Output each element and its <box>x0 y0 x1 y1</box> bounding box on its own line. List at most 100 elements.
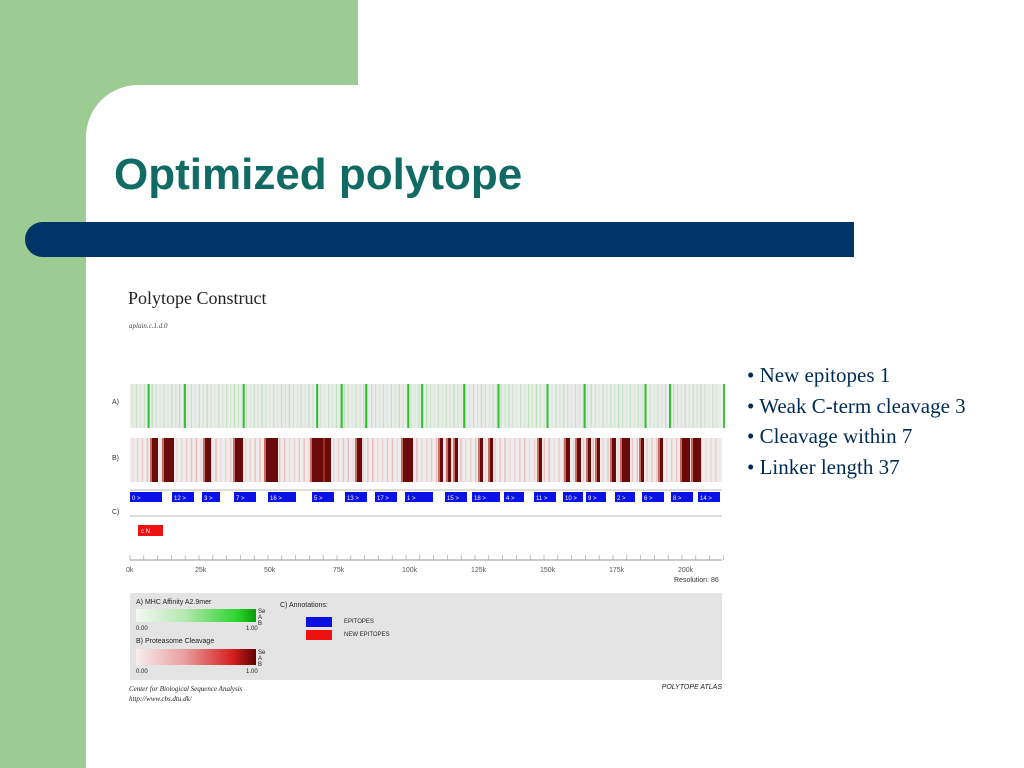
mhc-track-stripe <box>508 384 510 428</box>
mhc-track-stripe <box>269 384 271 428</box>
axis-tick-label: 175k <box>609 567 625 574</box>
mhc-track-stripe <box>555 384 557 428</box>
accent-bar <box>25 222 854 257</box>
mhc-track-stripe <box>284 384 287 428</box>
cleavage-edge <box>488 438 490 482</box>
epitope-block <box>534 492 556 502</box>
mhc-track-stripe <box>249 384 251 428</box>
cleavage-track-stripe <box>210 438 212 482</box>
cleavage-track-stripe <box>254 438 256 482</box>
mhc-track-stripe <box>151 384 153 428</box>
mhc-track-stripe <box>410 384 412 428</box>
mhc-track-stripe <box>253 384 255 428</box>
cleavage-track-stripe <box>548 438 550 482</box>
cleavage-track-stripe <box>524 438 526 482</box>
epitope-block <box>312 492 334 502</box>
cleavage-track-stripe <box>509 438 511 482</box>
mhc-track-stripe <box>649 384 651 428</box>
epitope-block <box>445 492 467 502</box>
epitope-block <box>345 492 367 502</box>
mhc-track-stripe <box>500 384 502 428</box>
cleavage-peak <box>480 438 483 482</box>
cleavage-gradient <box>136 649 256 665</box>
mhc-track-stripe <box>622 384 624 428</box>
cleavage-peak <box>440 438 443 482</box>
cleavage-track-stripe <box>141 438 144 482</box>
cleavage-track-stripe <box>651 438 653 482</box>
cleavage-track-stripe <box>558 438 560 482</box>
cleavage-track-stripe <box>563 438 565 482</box>
cleavage-peak <box>403 438 413 482</box>
cleavage-edge <box>453 438 455 482</box>
mhc-track-stripe <box>241 384 243 428</box>
cleavage-track-stripe <box>259 438 261 482</box>
mhc-track-stripe <box>563 384 565 428</box>
row-label-c: C) <box>112 509 120 516</box>
cleavage-track-stripe <box>220 438 222 482</box>
cleavage-track-stripe <box>465 438 467 482</box>
mhc-track-stripe <box>457 384 459 428</box>
cleavage-track-stripe <box>391 438 394 482</box>
mhc-track-stripe <box>680 384 682 428</box>
epitope-label: 5 > <box>314 496 323 502</box>
cleavage-track-stripe <box>377 438 379 482</box>
mhc-track-stripe <box>233 384 236 428</box>
cleavage-peak <box>641 438 644 482</box>
cleavage-peak <box>312 438 326 482</box>
bullet-item: • Cleavage within 7 <box>747 424 913 448</box>
cleavage-track-stripe <box>421 438 423 482</box>
mhc-track-stripe <box>618 384 620 428</box>
mhc-track-stripe <box>273 384 275 428</box>
cleavage-track-stripe <box>195 438 198 482</box>
mhc-track-stripe <box>708 384 710 428</box>
figure-subtitle: aplain.c.1.d.0 <box>129 322 168 330</box>
mhc-track-stripe <box>559 384 561 428</box>
cleavage-track-stripe <box>185 438 188 482</box>
mhc-track-stripe <box>477 384 479 428</box>
epitope-label: 11 > <box>536 496 548 502</box>
mhc-legend-title: A) MHC Affinity A2.9mer <box>136 599 212 606</box>
mhc-peak <box>316 384 319 428</box>
mhc-peak <box>497 384 500 428</box>
epitope-label: 16 > <box>270 496 282 502</box>
mhc-track-stripe <box>641 384 643 428</box>
mhc-track-stripe <box>390 384 392 428</box>
epitope-block <box>234 492 256 502</box>
cleavage-track-stripe <box>631 438 634 482</box>
cleavage-track-stripe <box>298 438 300 482</box>
mhc-track-stripe <box>194 384 196 428</box>
mhc-track-stripe <box>488 384 490 428</box>
cleavage-track-stripe <box>607 438 609 482</box>
mhc-track-stripe <box>371 384 373 428</box>
mhc-track-stripe <box>155 384 157 428</box>
cleavage-side-label: Se A B <box>258 650 266 668</box>
footer-credit: Center for Biological Sequence Analysis … <box>129 684 242 704</box>
figure-title: Polytope Construct <box>128 288 267 308</box>
cleavage-track-stripe <box>367 438 369 482</box>
mhc-peak <box>546 384 549 428</box>
cleavage-edge <box>233 438 235 482</box>
cleavage-track-stripe <box>342 438 345 482</box>
cleavage-track-stripe <box>283 438 286 482</box>
cleavage-edge <box>639 438 641 482</box>
mhc-track-stripe <box>175 384 177 428</box>
mhc-track-stripe <box>461 384 463 428</box>
cleavage-track-stripe <box>675 438 678 482</box>
epitope-block <box>615 492 635 502</box>
mhc-track-stripe <box>386 384 388 428</box>
mhc-track-stripe <box>179 384 181 428</box>
cleavage-edge <box>575 438 577 482</box>
mhc-peak <box>669 384 671 428</box>
epitope-label: 13 > <box>347 496 359 502</box>
legend-panel: A) MHC Affinity A2.9mer Se A B 0.00 1.00… <box>130 593 722 680</box>
mhc-track-stripe <box>543 384 545 428</box>
cleavage-track-stripe <box>132 438 134 482</box>
mhc-track-stripe <box>598 384 600 428</box>
mhc-peak <box>583 384 586 428</box>
mhc-track-stripe <box>578 384 581 428</box>
mhc-track-stripe <box>496 384 498 428</box>
mhc-peak <box>183 384 186 428</box>
mhc-track-stripe <box>292 384 294 428</box>
cleavage-track-stripe <box>602 438 604 482</box>
cleavage-edge <box>537 438 539 482</box>
